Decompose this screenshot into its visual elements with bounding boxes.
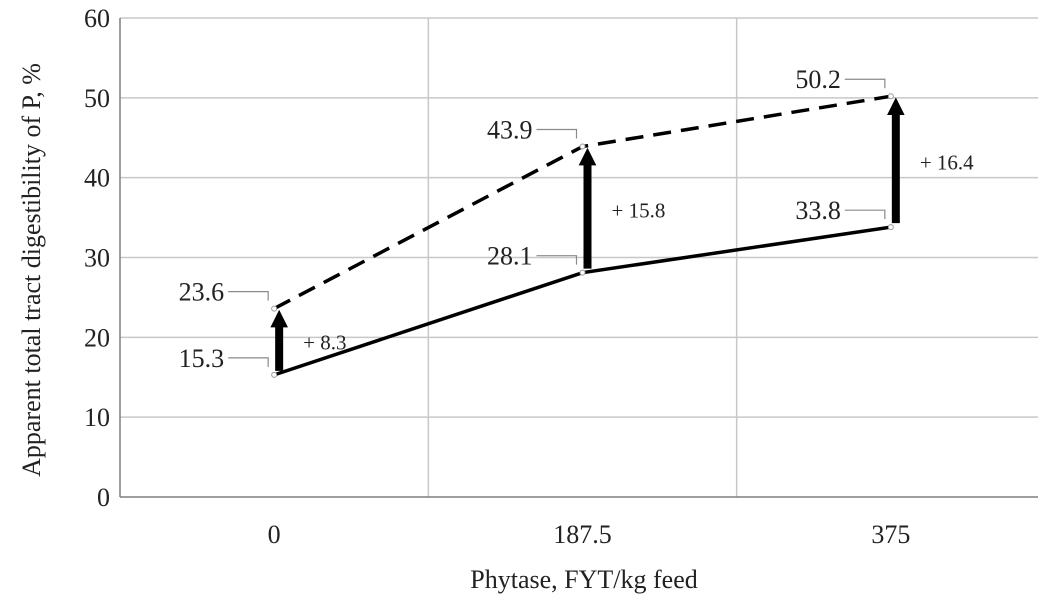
y-tick-label: 40 [84,164,110,193]
data-label: 33.8 [795,196,841,225]
increase-label: + 16.4 [920,151,974,175]
data-point [271,371,278,378]
leader-line [536,255,578,265]
leader-line [844,209,886,220]
y-tick-label: 10 [84,403,110,432]
y-axis-title: Apparent total tract digestibility of P,… [17,63,46,477]
series-line-solid [273,225,892,377]
x-tick-label: 375 [871,520,910,549]
y-tick-label: 60 [84,4,110,33]
series-lines [271,93,894,378]
data-point [579,269,586,276]
leader-line [228,290,269,301]
data-point [271,305,278,312]
gridlines [120,17,1038,497]
data-label: 23.6 [179,278,225,307]
data-label: 28.1 [487,242,533,271]
y-tick-label: 20 [84,323,110,352]
y-tick-label: 50 [84,84,110,113]
x-tick-label: 0 [268,520,281,549]
data-label: 15.3 [179,344,225,373]
data-point [887,224,894,231]
data-point [579,143,586,150]
data-label: 43.9 [487,116,533,145]
difference-arrows: + 8.3 + 15.8 + 16.4 [270,97,974,371]
increase-label: + 8.3 [303,331,346,355]
increase-label: + 15.8 [612,199,666,223]
x-axis-title: Phytase, FYT/kg feed [470,565,697,594]
data-labels: 15.3 28.1 33.8 23.6 43.9 50.2 [179,65,886,373]
x-tick-label: 187.5 [553,520,612,549]
leader-line [844,78,886,89]
leader-line [228,357,269,367]
leader-line [536,128,578,139]
y-tick-label: 0 [97,483,110,512]
axes: 0 10 20 30 40 50 60 0 187.5 375 [84,4,1038,549]
data-point [887,93,894,100]
data-label: 50.2 [795,65,841,94]
y-tick-label: 30 [84,244,110,273]
